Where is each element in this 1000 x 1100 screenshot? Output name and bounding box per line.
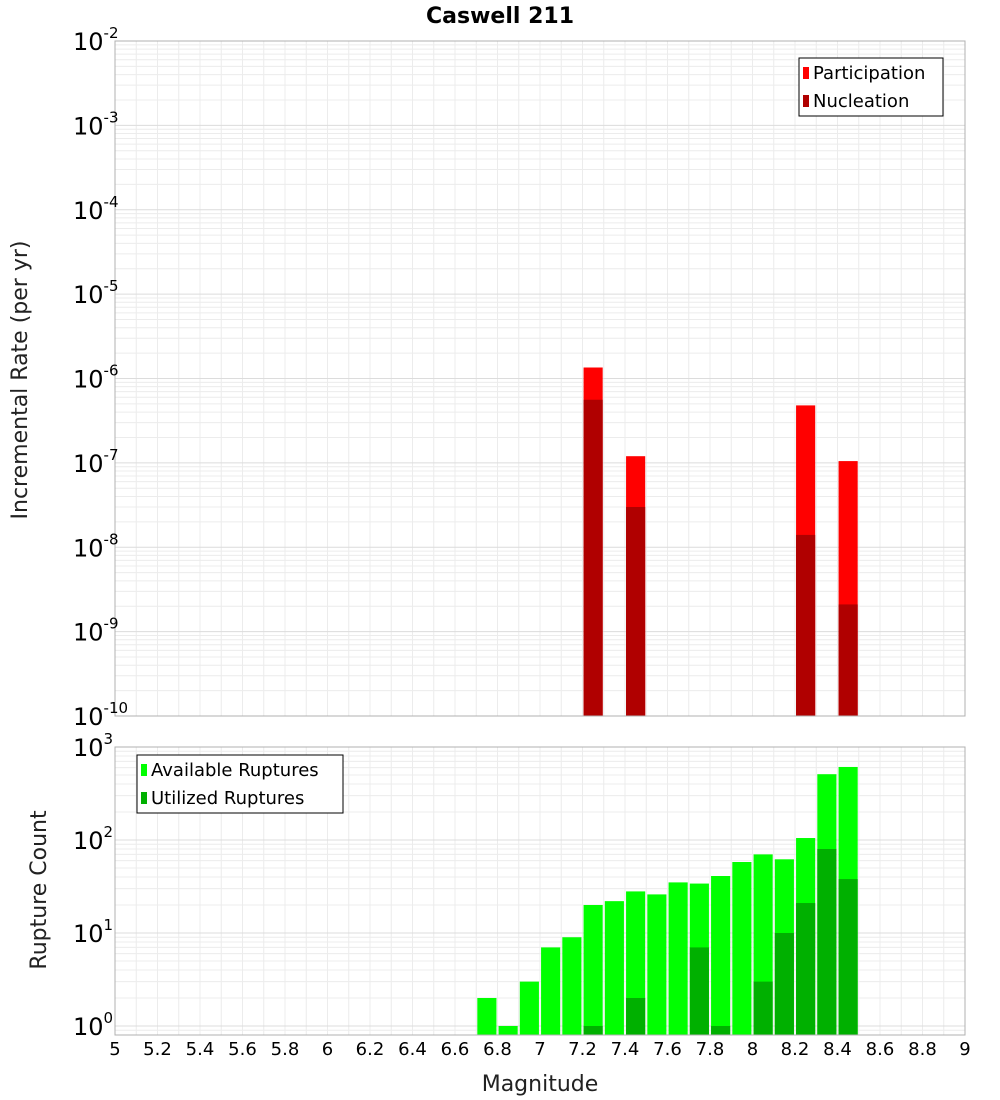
x-tick-label: 8 xyxy=(747,1039,758,1060)
rate-y-tick-label: 10-8 xyxy=(73,530,119,562)
available-ruptures-legend-swatch xyxy=(141,764,147,776)
x-tick-label: 5.6 xyxy=(228,1039,257,1060)
count-y-tick-label: 101 xyxy=(73,916,113,948)
x-tick-label: 5 xyxy=(109,1039,120,1060)
available-ruptures-bar xyxy=(647,894,667,1035)
x-tick-label: 6.4 xyxy=(398,1039,427,1060)
x-tick-label: 7.2 xyxy=(568,1039,597,1060)
available-ruptures-legend-label: Available Ruptures xyxy=(151,760,319,781)
x-tick-label: 5.2 xyxy=(143,1039,172,1060)
x-tick-label: 8.4 xyxy=(823,1039,852,1060)
count-y-tick-label: 100 xyxy=(73,1009,113,1041)
nucleation-bar xyxy=(626,506,646,716)
utilized-ruptures-bar xyxy=(838,879,858,1035)
utilized-ruptures-bar xyxy=(626,997,646,1035)
utilized-ruptures-legend-label: Utilized Ruptures xyxy=(151,788,304,809)
available-ruptures-bar xyxy=(498,1025,518,1035)
x-tick-label: 6.8 xyxy=(483,1039,512,1060)
x-tick-label: 7.8 xyxy=(696,1039,725,1060)
rate-y-tick-label: 10-9 xyxy=(73,615,119,647)
x-tick-label: 9 xyxy=(959,1039,970,1060)
x-tick-label: 7.4 xyxy=(611,1039,640,1060)
nucleation-bar xyxy=(796,534,816,716)
utilized-ruptures-bar xyxy=(689,947,709,1035)
x-tick-label: 8.8 xyxy=(908,1039,937,1060)
utilized-ruptures-bar xyxy=(583,1025,603,1035)
rate-y-tick-label: 10-3 xyxy=(73,108,119,140)
x-tick-label: 6 xyxy=(322,1039,333,1060)
rate-y-tick-label: 10-7 xyxy=(73,446,119,478)
available-ruptures-bar xyxy=(519,981,539,1035)
x-tick-label: 8.2 xyxy=(781,1039,810,1060)
rate-y-tick-label: 10-2 xyxy=(73,24,119,56)
rate-y-tick-label: 10-10 xyxy=(73,699,128,731)
bottom-y-axis-label: Rupture Count xyxy=(27,810,52,970)
count-y-tick-label: 102 xyxy=(73,823,113,855)
rate-y-tick-label: 10-6 xyxy=(73,362,119,394)
count-legend-box xyxy=(136,754,344,814)
x-tick-label: 8.6 xyxy=(866,1039,895,1060)
available-ruptures-bar xyxy=(711,876,731,1035)
chart-title: Caswell 211 xyxy=(426,4,574,29)
nucleation-legend-swatch xyxy=(803,95,809,107)
count-y-tick-label: 103 xyxy=(73,730,113,762)
available-ruptures-bar xyxy=(604,901,624,1035)
x-tick-label: 5.4 xyxy=(186,1039,215,1060)
top-y-axis-label: Incremental Rate (per yr) xyxy=(8,241,33,520)
x-tick-label: 6.2 xyxy=(356,1039,385,1060)
utilized-ruptures-bar xyxy=(711,1025,731,1035)
x-axis-label: Magnitude xyxy=(482,1072,599,1097)
utilized-ruptures-bar xyxy=(796,903,816,1035)
participation-legend-label: Participation xyxy=(813,63,925,84)
rate-legend-box xyxy=(798,57,944,117)
utilized-ruptures-bar xyxy=(817,849,837,1035)
count-plot-frame xyxy=(114,746,966,1036)
x-tick-label: 7.6 xyxy=(653,1039,682,1060)
x-tick-label: 6.6 xyxy=(441,1039,470,1060)
count-legend: Available Ruptures Utilized Ruptures xyxy=(136,754,344,814)
nucleation-bar xyxy=(583,399,603,716)
rate-plot-frame xyxy=(114,40,966,717)
x-tick-label: 7 xyxy=(534,1039,545,1060)
available-ruptures-bar xyxy=(541,947,561,1035)
nucleation-bar xyxy=(838,604,858,716)
x-tick-label: 5.8 xyxy=(271,1039,300,1060)
utilized-ruptures-bar xyxy=(753,981,773,1035)
available-ruptures-bar xyxy=(583,904,603,1035)
available-ruptures-bar xyxy=(732,861,752,1035)
available-ruptures-bar xyxy=(668,882,688,1035)
rate-legend: Participation Nucleation xyxy=(798,57,944,117)
rate-panel: 10-2 10-3 10-4 10-5 10-6 10-7 10-8 10-9 10-10 Par… xyxy=(73,24,966,731)
utilized-ruptures-bar xyxy=(774,932,794,1035)
available-ruptures-bar xyxy=(562,937,582,1035)
participation-legend-swatch xyxy=(803,67,809,79)
available-ruptures-bar xyxy=(477,997,497,1035)
rate-y-tick-label: 10-5 xyxy=(73,277,119,309)
nucleation-legend-label: Nucleation xyxy=(813,91,909,112)
utilized-ruptures-legend-swatch xyxy=(141,792,147,804)
rate-y-tick-label: 10-4 xyxy=(73,193,119,225)
